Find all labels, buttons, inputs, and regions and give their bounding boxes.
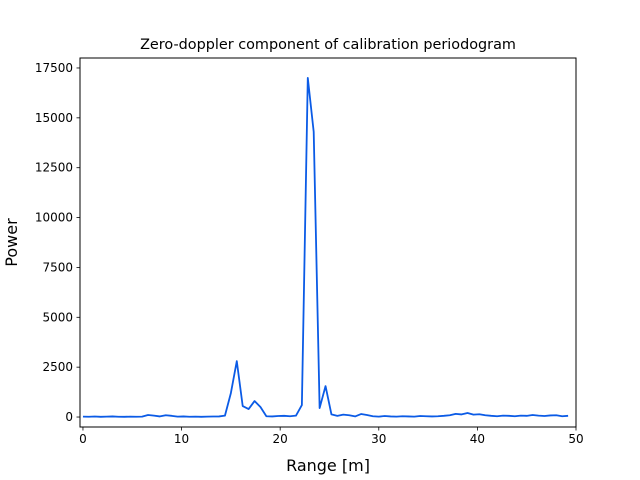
y-tick-label: 5000: [42, 310, 73, 324]
y-tick-label: 2500: [42, 360, 73, 374]
y-tick-label: 0: [65, 410, 73, 424]
y-tick-label: 10000: [35, 211, 73, 225]
chart-title: Zero-doppler component of calibration pe…: [140, 37, 516, 53]
x-tick-label: 30: [371, 432, 386, 446]
x-axis-ticks: 0 10 20 30 40 50: [79, 427, 584, 446]
series-line: [82, 77, 569, 418]
x-tick-label: 20: [273, 432, 288, 446]
y-tick-label: 15000: [35, 111, 73, 125]
x-tick-label: 0: [79, 432, 87, 446]
y-axis-label: Power: [2, 218, 21, 267]
y-tick-label: 7500: [42, 260, 73, 274]
plot-frame: [79, 57, 577, 428]
x-axis-label: Range [m]: [286, 456, 370, 475]
y-tick-label: 12500: [35, 161, 73, 175]
y-axis-ticks: 0 2500 5000 7500 10000 12500 15000 17500: [35, 61, 80, 424]
x-tick-label: 40: [470, 432, 485, 446]
x-tick-label: 50: [568, 432, 583, 446]
x-tick-label: 10: [174, 432, 189, 446]
y-tick-label: 17500: [35, 61, 73, 75]
